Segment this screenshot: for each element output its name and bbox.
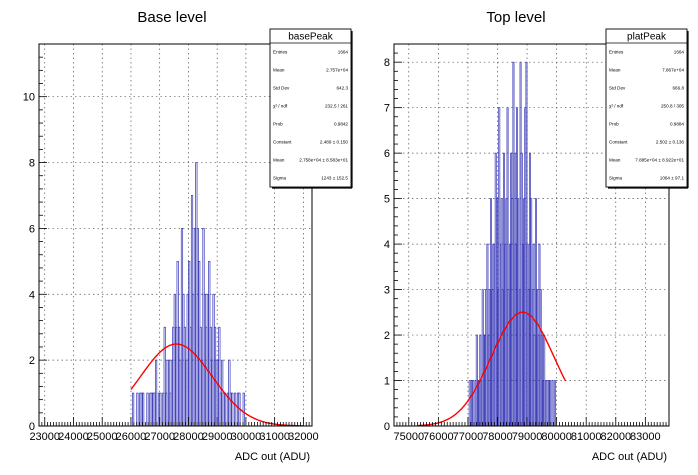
histogram-bar <box>231 392 234 427</box>
histogram-bar <box>132 392 135 427</box>
x-tick-label: 28000 <box>173 431 204 443</box>
chart-title-base-level: Base level <box>137 9 206 26</box>
y-tick-label: 5 <box>384 194 390 206</box>
x-tick-label: 80000 <box>541 431 572 443</box>
stats-row-value: 232.5 / 261 <box>325 104 348 109</box>
stats-row-label: Prob <box>609 122 619 127</box>
stats-row-label: Sigma <box>273 176 286 181</box>
stats-row-value: 1064 ± 97.1 <box>660 176 685 181</box>
chart-panel-base-level: Base level ADC out (ADU) 0 2 4 6 8 10 23000240… <box>23 9 353 463</box>
y-tick-label: 2 <box>29 355 35 367</box>
stats-row-label: Prob <box>273 122 283 127</box>
x-tick-label: 75000 <box>393 431 424 443</box>
plot-area-base-level: 0 2 4 6 8 10 230002400025000260002700028000290… <box>23 43 319 443</box>
stats-row-value: 1243 ± 152.5 <box>321 176 348 181</box>
stats-row-value: 250.8 / 305 <box>661 104 684 109</box>
stats-row-value: 2.502 ± 0.136 <box>656 140 685 145</box>
x-tick-label: 25000 <box>87 431 118 443</box>
histogram-bar <box>142 392 145 427</box>
histogram-bar <box>551 380 554 427</box>
stats-row-label: χ² / ndf <box>273 104 288 109</box>
x-tick-label: 83000 <box>630 431 661 443</box>
stats-row-value: 1664 <box>674 50 685 55</box>
stats-row-value: 7.867e+04 <box>662 68 684 73</box>
stats-row-value: 7.885e+04 ± 8.922e+01 <box>635 158 684 163</box>
x-tick-label: 77000 <box>453 431 484 443</box>
stats-box-frame <box>605 28 688 188</box>
y-tick-label: 0 <box>384 421 390 433</box>
stats-row-label: Mean <box>273 158 285 163</box>
stats-row-label: Sigma <box>609 176 622 181</box>
stats-row-value: 0.9842 <box>334 122 348 127</box>
x-tick-label: 31000 <box>259 431 290 443</box>
x-tick-label: 27000 <box>144 431 175 443</box>
x-tick-label: 24000 <box>58 431 89 443</box>
histogram-bar <box>224 392 227 427</box>
stats-row-value: 2.758e+04 ± 8.583e+01 <box>299 158 348 163</box>
stats-row-label: Entries <box>609 50 624 55</box>
y-tick-label: 3 <box>384 285 390 297</box>
stats-row-label: Mean <box>609 68 621 73</box>
y-tick-label: 0 <box>29 421 35 433</box>
histogram-bar <box>549 380 552 427</box>
y-tick-label: 4 <box>384 239 390 251</box>
y-tick-label: 10 <box>23 92 35 104</box>
x-tick-label: 82000 <box>600 431 631 443</box>
stats-row-label: Entries <box>273 50 288 55</box>
histogram-bar <box>472 380 475 427</box>
stats-row-label: Mean <box>609 158 621 163</box>
stats-row-value: 2.757e+04 <box>326 68 348 73</box>
x-tick-label: 76000 <box>423 431 454 443</box>
stats-row-value: 0.9884 <box>670 122 684 127</box>
histogram-bar <box>545 380 548 427</box>
plot-frame <box>38 43 313 427</box>
stats-box-title: basePeak <box>288 32 333 43</box>
stats-row-label: Constant <box>273 140 292 145</box>
x-tick-label: 23000 <box>29 431 60 443</box>
histogram-bar <box>553 380 556 427</box>
y-tick-label: 2 <box>384 330 390 342</box>
histogram-bar <box>468 380 471 427</box>
y-tick-label: 6 <box>29 223 35 235</box>
y-tick-label: 4 <box>29 289 35 301</box>
chart-title-top-level: Top level <box>486 9 545 26</box>
x-tick-label: 78000 <box>482 431 513 443</box>
stats-row-label: Constant <box>609 140 628 145</box>
histogram-bar <box>234 392 237 427</box>
stats-row-value: 666.8 <box>673 86 685 91</box>
x-tick-label: 79000 <box>512 431 543 443</box>
y-tick-label: 1 <box>384 376 390 388</box>
stats-box-basepeak: basePeak Entries 1664 Mean 2.757e+04 Std Dev 6… <box>269 28 353 189</box>
stats-box-title: platPeak <box>627 32 667 43</box>
stats-row-label: Std Dev <box>609 86 626 91</box>
gaussian-fit-curve <box>417 311 567 427</box>
y-tick-label: 8 <box>384 57 390 69</box>
stats-box-platpeak: platPeak Entries 1664 Mean 7.867e+04 Std Dev 6… <box>605 28 689 189</box>
x-tick-label: 32000 <box>288 431 319 443</box>
stats-row-value: 642.3 <box>337 86 349 91</box>
stats-row-label: χ² / ndf <box>609 104 624 109</box>
x-tick-label: 26000 <box>116 431 147 443</box>
stats-row-label: Mean <box>273 68 285 73</box>
x-tick-label: 81000 <box>571 431 602 443</box>
histogram-bar <box>155 359 158 427</box>
plot-area-top-level: 0123456787500076000770007800079000800008… <box>384 43 670 443</box>
chart-panel-top-level: Top level ADC out (ADU) 0 1 2 3 4 5 6 7 8 7500076… <box>384 9 689 463</box>
stats-row-label: Std Dev <box>273 86 290 91</box>
stats-row-value: 1664 <box>338 50 349 55</box>
histogram-bar <box>146 392 149 427</box>
stats-row-value: 2.489 ± 0.150 <box>320 140 349 145</box>
histogram-bar <box>242 392 245 427</box>
y-tick-label: 7 <box>384 103 390 115</box>
y-tick-label: 8 <box>29 158 35 170</box>
stats-box-frame <box>269 28 352 188</box>
y-tick-label: 6 <box>384 148 390 160</box>
x-axis-label-base-level: ADC out (ADU) <box>235 451 310 463</box>
x-axis-label-top-level: ADC out (ADU) <box>592 451 667 463</box>
x-tick-label: 30000 <box>231 431 262 443</box>
histogram-bar <box>136 392 139 427</box>
x-tick-label: 29000 <box>202 431 233 443</box>
